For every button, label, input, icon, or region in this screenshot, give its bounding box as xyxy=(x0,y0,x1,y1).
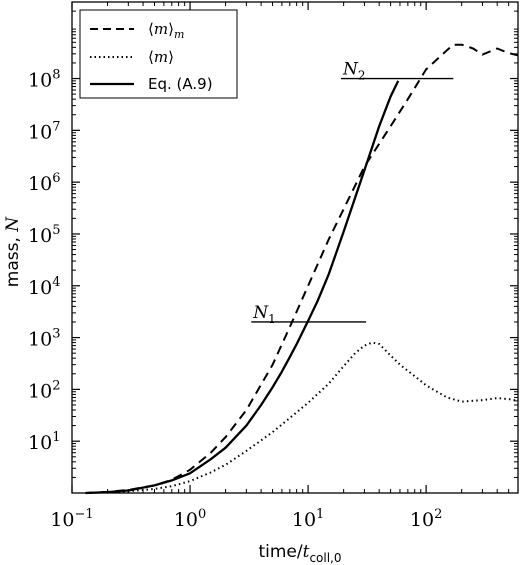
y-tick-label: 108 xyxy=(28,68,60,92)
annotations: N1 N2 xyxy=(251,60,454,326)
series-layer xyxy=(85,43,519,495)
legend-label-mean: ⟨m⟩ xyxy=(148,48,174,66)
y-tick-label: 101 xyxy=(28,430,60,454)
series-line-dashed xyxy=(85,43,519,494)
legend: ⟨m⟩m ⟨m⟩ Eq. (A.9) xyxy=(79,9,238,99)
y-tick-label: 105 xyxy=(28,223,60,247)
annotation-label: N2 xyxy=(342,60,366,83)
y-tick-label: 107 xyxy=(28,119,60,143)
series-line-solid xyxy=(85,80,400,495)
major-ticks xyxy=(71,2,518,493)
y-tick-labels: 101 102 103 104 105 106 107 108 xyxy=(28,68,60,455)
y-tick-label: 103 xyxy=(28,327,60,351)
x-tick-labels: 10−1 100 101 102 xyxy=(50,507,442,531)
x-tick-label: 102 xyxy=(410,507,442,531)
series-line-dotted xyxy=(85,341,519,494)
x-tick-label: 10−1 xyxy=(50,507,93,531)
x-axis-label: time/tcoll,0 xyxy=(258,542,341,565)
y-tick-label: 104 xyxy=(28,275,60,299)
plot-frame xyxy=(71,1,519,494)
y-axis-label: mass, N xyxy=(3,216,23,288)
x-tick-label: 101 xyxy=(292,507,324,531)
legend-label-eq: Eq. (A.9) xyxy=(148,75,213,93)
y-tick-label: 106 xyxy=(28,171,60,195)
minor-ticks xyxy=(72,2,518,493)
annotation-label: N1 xyxy=(252,303,276,326)
x-tick-label: 100 xyxy=(174,507,206,531)
y-tick-label: 102 xyxy=(28,378,60,402)
